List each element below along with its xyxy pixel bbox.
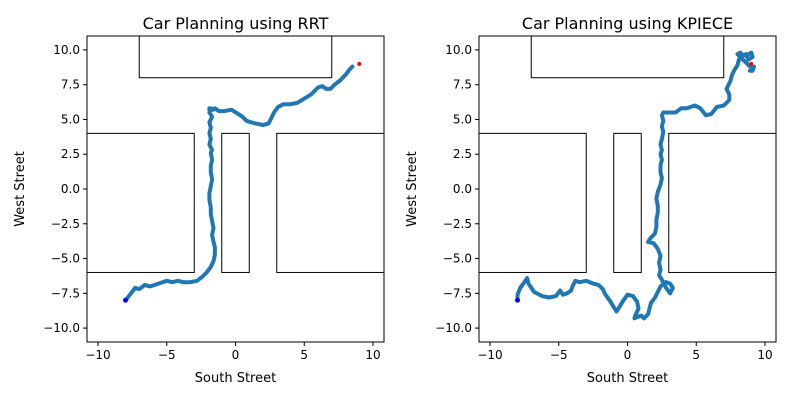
x-tick-label: 10 [757, 348, 772, 362]
y-tick-label: −2.5 [443, 217, 472, 231]
x-tick-label: −5 [158, 348, 176, 362]
planned-path [515, 50, 756, 321]
obstacle-3 [276, 132, 384, 273]
start-point [515, 297, 520, 303]
obstacle-3 [668, 132, 776, 273]
y-tick-label: −10.0 [435, 321, 472, 335]
y-tick-label: −5.0 [443, 252, 472, 266]
y-tick-label: −5.0 [51, 252, 80, 266]
obstacle-0 [138, 36, 333, 79]
rrt-plot: Car Planning using RRT South Street West… [13, 14, 385, 386]
y-tick-label: 2.5 [61, 147, 80, 161]
obstacle-1 [479, 132, 587, 273]
x-tick-label: 5 [300, 348, 308, 362]
planned-path [123, 64, 355, 303]
y-tick-label: −7.5 [51, 286, 80, 300]
x-tick-label: 10 [365, 348, 380, 362]
rrt-plot-ylabel: West Street [13, 151, 28, 227]
y-tick-label: 5.0 [61, 112, 80, 126]
rrt-plot-title: Car Planning using RRT [143, 14, 329, 33]
goal-point [357, 61, 362, 66]
kpiece-plot-title: Car Planning using KPIECE [522, 14, 733, 33]
start-point [123, 297, 128, 303]
obstacle-2 [221, 132, 250, 273]
y-tick-label: 0.0 [453, 182, 472, 196]
y-tick-label: −7.5 [443, 286, 472, 300]
obstacle-1 [87, 132, 195, 273]
y-tick-label: 5.0 [453, 112, 472, 126]
x-tick-label: 0 [232, 348, 240, 362]
x-tick-label: 5 [692, 348, 700, 362]
y-tick-label: 7.5 [453, 78, 472, 92]
x-tick-label: 0 [624, 348, 632, 362]
y-tick-label: 10.0 [53, 43, 80, 57]
plot-area [479, 36, 776, 321]
x-tick-label: −10 [85, 348, 110, 362]
plot-area [87, 36, 384, 303]
kpiece-plot-xlabel: South Street [587, 371, 668, 386]
kpiece-plot-ylabel: West Street [405, 151, 420, 227]
obstacle-2 [613, 132, 642, 273]
y-tick-label: 10.0 [445, 43, 472, 57]
x-tick-label: −5 [550, 348, 568, 362]
y-tick-label: 2.5 [453, 147, 472, 161]
x-tick-label: −10 [477, 348, 502, 362]
obstacle-0 [530, 36, 725, 79]
goal-point [749, 61, 754, 66]
kpiece-plot: Car Planning using KPIECE South Street W… [405, 14, 777, 386]
y-tick-label: 7.5 [61, 78, 80, 92]
y-tick-label: 0.0 [61, 182, 80, 196]
rrt-plot-xlabel: South Street [195, 371, 276, 386]
y-tick-label: −10.0 [43, 321, 80, 335]
y-tick-label: −2.5 [51, 217, 80, 231]
